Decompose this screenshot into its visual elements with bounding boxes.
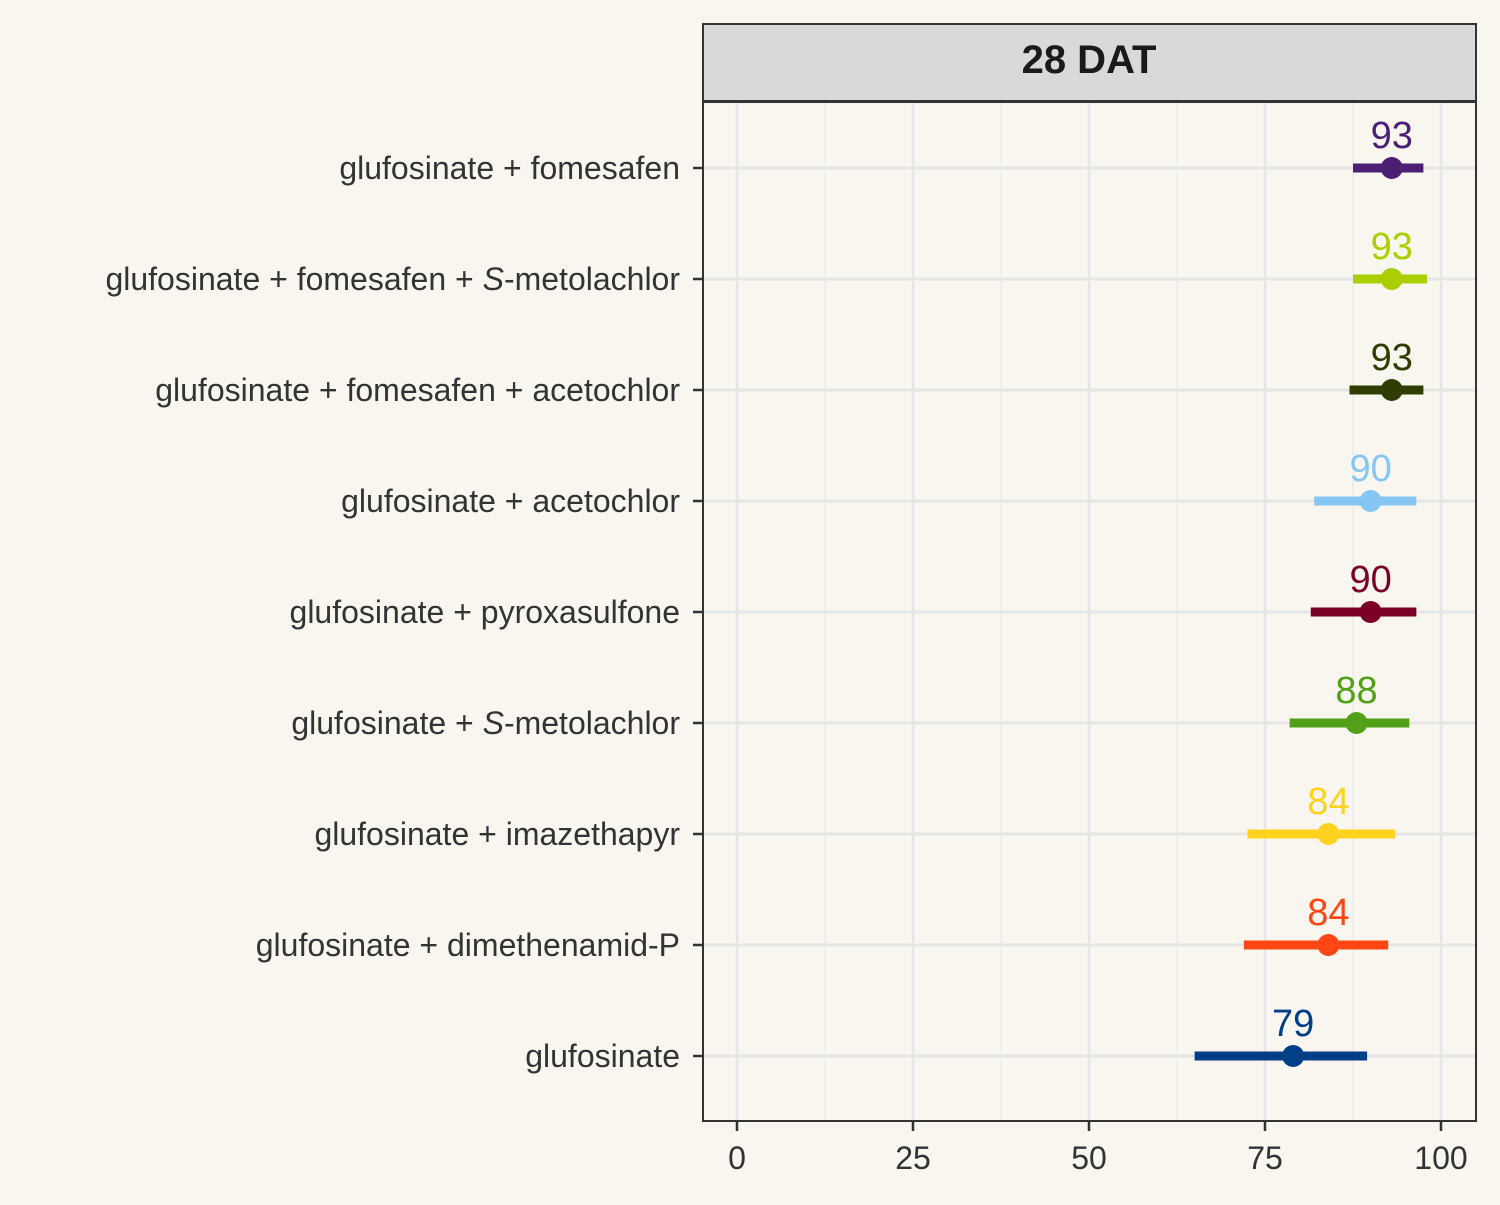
data-point xyxy=(1380,268,1403,290)
data-layer: 93 93 93 90 90 88 84 84 79 xyxy=(1194,115,1427,1067)
data-label: 79 xyxy=(1272,1003,1314,1045)
data-point xyxy=(1359,601,1382,623)
data-label: 84 xyxy=(1307,892,1349,934)
x-tick-label: 75 xyxy=(1247,1140,1283,1176)
axis-layer: glufosinate + fomesafen glufosinate + fom… xyxy=(105,150,1467,1176)
y-tick-label-part: glufosinate + acetochlor xyxy=(341,483,680,519)
y-tick-label-part: glufosinate + fomesafen xyxy=(339,150,680,186)
data-label: 93 xyxy=(1371,115,1413,157)
y-tick-label-part: -metolachlor xyxy=(504,705,680,741)
y-tick-label-part: glufosinate + imazethapyr xyxy=(314,816,680,852)
y-tick-label-part: glufosinate + fomesafen + acetochlor xyxy=(155,372,680,408)
y-tick-label: glufosinate + imazethapyr xyxy=(314,816,680,852)
y-tick-label-part: glufosinate + pyroxasulfone xyxy=(290,594,680,630)
y-tick-label-part: glufosinate + fomesafen + xyxy=(105,261,482,297)
data-point xyxy=(1380,379,1403,401)
y-tick-label-part: -metolachlor xyxy=(504,261,680,297)
y-tick-label: glufosinate + pyroxasulfone xyxy=(290,594,680,630)
y-tick-label: glufosinate + fomesafen xyxy=(339,150,680,186)
data-point xyxy=(1359,490,1382,512)
data-label: 90 xyxy=(1349,559,1391,601)
y-tick-label: glufosinate + fomesafen + acetochlor xyxy=(155,372,680,408)
y-tick-label-part: glufosinate + xyxy=(291,705,482,741)
data-point xyxy=(1317,823,1340,845)
x-tick-label: 25 xyxy=(895,1140,931,1176)
data-label: 90 xyxy=(1349,448,1391,490)
x-tick-label: 100 xyxy=(1414,1140,1467,1176)
x-tick-label: 0 xyxy=(728,1140,746,1176)
facet-strip xyxy=(702,23,1477,102)
y-tick-label: glufosinate + dimethenamid-P xyxy=(256,927,680,963)
data-point xyxy=(1317,934,1340,956)
data-point xyxy=(1345,712,1368,734)
y-tick-label: glufosinate + S-metolachlor xyxy=(291,705,680,741)
x-tick-label: 50 xyxy=(1071,1140,1107,1176)
y-tick-label-italic-part: S xyxy=(483,261,504,297)
y-tick-label: glufosinate + fomesafen + S-metolachlor xyxy=(105,261,680,297)
data-point xyxy=(1282,1045,1305,1067)
data-label: 93 xyxy=(1371,337,1413,379)
grid-layer xyxy=(703,102,1476,1121)
facet-label: 28 DAT xyxy=(1022,38,1157,82)
y-tick-label-part: glufosinate + dimethenamid-P xyxy=(256,927,680,963)
y-tick-label: glufosinate + acetochlor xyxy=(341,483,680,519)
y-tick-label-italic-part: S xyxy=(483,705,504,741)
data-label: 84 xyxy=(1307,781,1349,823)
data-label: 93 xyxy=(1371,226,1413,268)
data-label: 88 xyxy=(1335,670,1377,712)
y-tick-label: glufosinate xyxy=(525,1038,680,1074)
data-point xyxy=(1380,157,1403,179)
y-tick-label-part: glufosinate xyxy=(525,1038,680,1074)
